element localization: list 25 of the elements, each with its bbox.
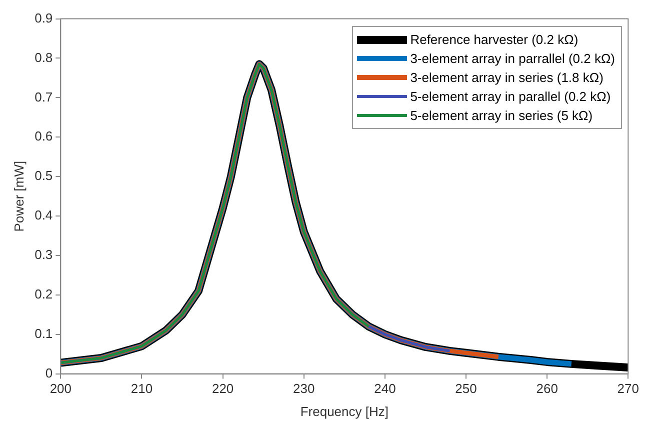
- x-axis-title: Frequency [Hz]: [300, 404, 388, 419]
- y-tick-label: 0.3: [34, 247, 53, 262]
- legend-label: 3-element array in parrallel (0.2 kΩ): [410, 51, 615, 66]
- x-tick-label: 240: [374, 381, 396, 396]
- y-tick-label: 0.9: [34, 10, 53, 26]
- legend-label: Reference harvester (0.2 kΩ): [410, 32, 578, 47]
- y-axis-title: Power [mW]: [11, 160, 26, 232]
- y-tick-label: 0.1: [34, 326, 53, 341]
- y-tick-label: 0.2: [34, 286, 53, 302]
- y-tick-label: 0.4: [34, 208, 53, 223]
- x-tick-label: 200: [50, 381, 72, 396]
- x-tick-label: 260: [536, 381, 558, 396]
- x-tick-label: 270: [617, 381, 640, 396]
- y-tick-label: 0.5: [34, 168, 53, 184]
- y-tick-label: 0.6: [34, 128, 53, 144]
- legend-label: 5-element array in parallel (0.2 kΩ): [410, 89, 611, 104]
- x-tick-label: 220: [212, 381, 234, 396]
- legend-label: 5-element array in series (5 kΩ): [410, 108, 593, 123]
- legend-label: 3-element array in series (1.8 kΩ): [410, 70, 604, 85]
- x-tick-label: 230: [293, 381, 315, 396]
- x-tick-label: 250: [455, 381, 477, 396]
- x-tick-label: 210: [130, 381, 153, 396]
- y-tick-label: 0.8: [34, 50, 53, 65]
- y-tick-label: 0: [45, 365, 53, 380]
- y-tick-label: 0.7: [34, 89, 53, 104]
